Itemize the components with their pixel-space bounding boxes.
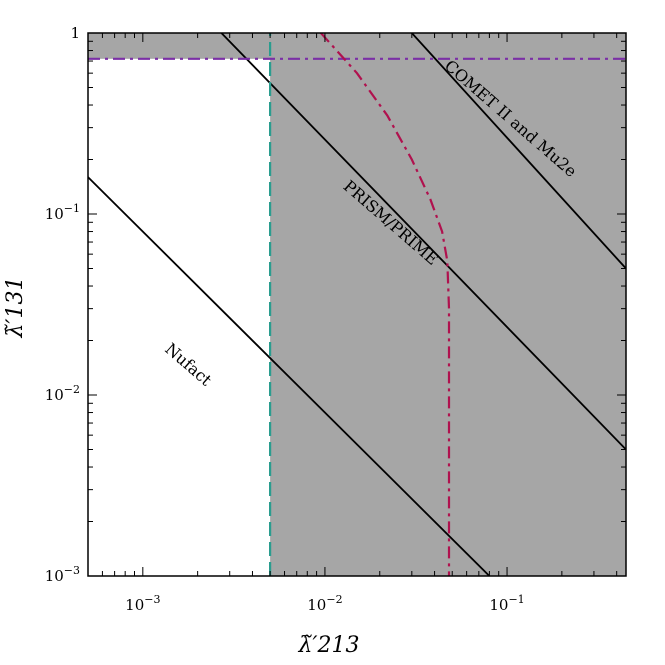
series-line-nufact (88, 176, 491, 576)
line-label-2: Nufact (161, 339, 216, 390)
x-axis-label: λ̃′213 (298, 633, 360, 658)
y-axis-label: λ̃′131 (3, 277, 28, 339)
y-tick-label: 10−3 (45, 564, 80, 585)
y-tick-label: 10−1 (45, 202, 80, 223)
x-tick-label: 10−2 (307, 593, 342, 614)
y-tick-label: 10−2 (45, 383, 80, 404)
axes: 10−3 10−2 10−1 10−3 10−2 10−1 1 (45, 24, 627, 614)
series-line-dashdot-5 (320, 33, 451, 576)
shaded-region-excluded-y (88, 33, 626, 59)
plot-content (88, 33, 626, 576)
y-tick-label: 1 (70, 24, 80, 42)
x-tick-label: 10−3 (125, 593, 160, 614)
x-tick-label: 10−1 (489, 593, 524, 614)
plot-frame (87, 32, 627, 577)
series-line-comet-ii-and-mu2e (411, 33, 626, 270)
series-line-prism-prime (220, 33, 626, 451)
